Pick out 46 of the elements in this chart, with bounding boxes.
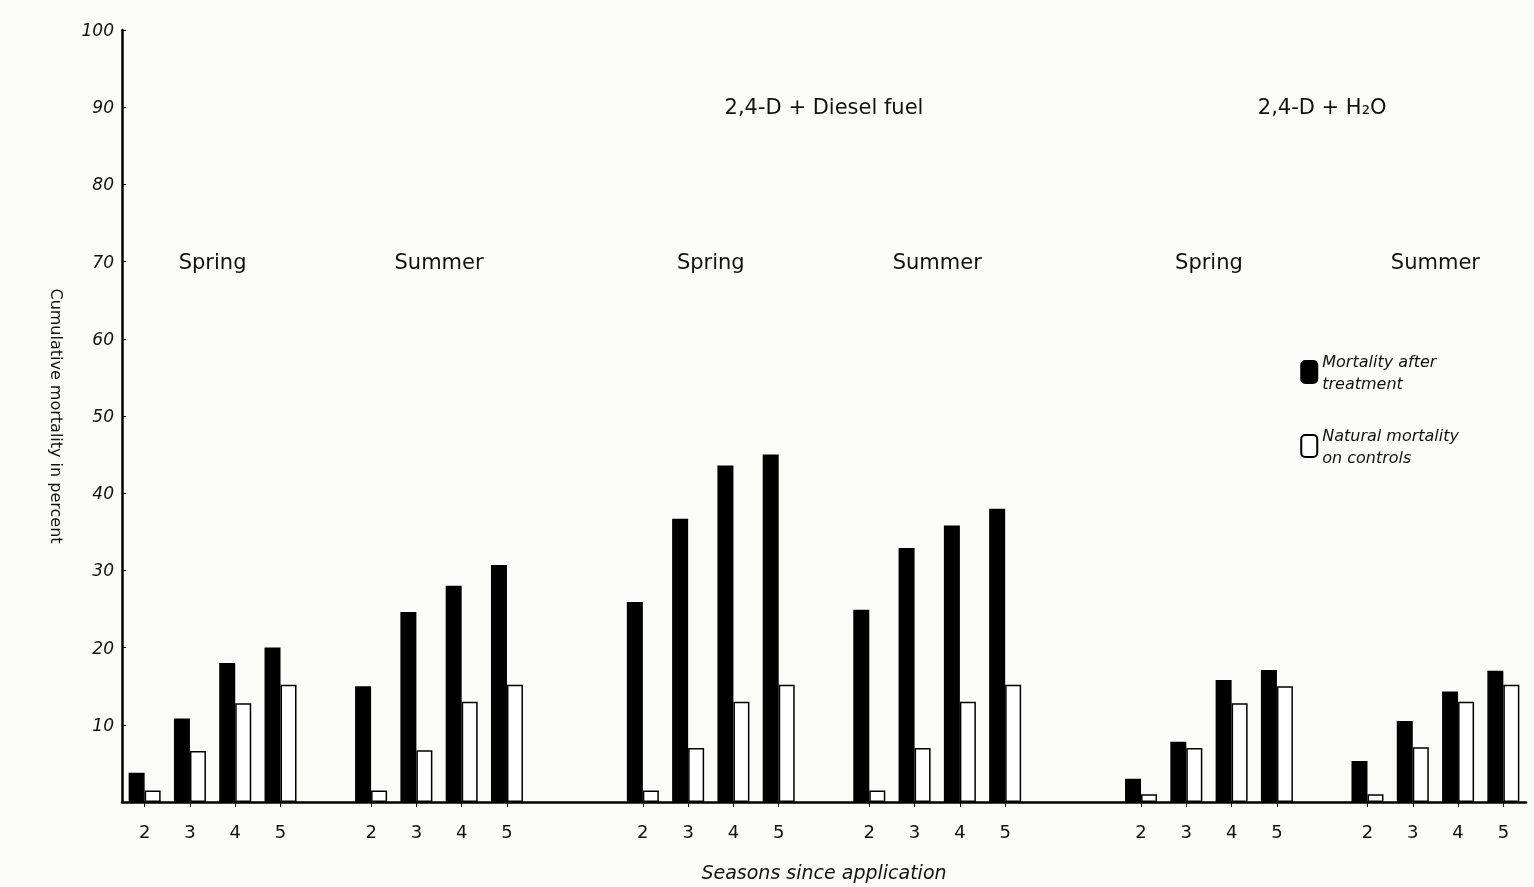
annotation: 2,4-D + Diesel fuel [724, 95, 924, 120]
x-tick-label: 3 [682, 820, 694, 842]
x-tick-label: 4 [727, 820, 740, 842]
x-tick-label: 3 [1407, 820, 1419, 842]
y-tick-label: 60 [92, 328, 114, 349]
annotation: Summer [394, 249, 484, 274]
annotation: Spring [676, 249, 745, 274]
x-tick-label: 5 [501, 820, 513, 842]
x-tick-label: 3 [184, 820, 196, 842]
x-axis-title: Seasons since application [701, 860, 947, 883]
annotation: Summer [1390, 249, 1481, 274]
x-tick-label: 2 [138, 820, 151, 842]
x-tick-label: 4 [455, 820, 468, 842]
x-tick-label: 5 [999, 820, 1011, 842]
x-tick-label: 5 [274, 820, 287, 842]
x-tick-label: 5 [772, 820, 785, 842]
y-tick-label: 100 [81, 20, 114, 40]
x-tick-label: 2 [863, 820, 876, 842]
annotation: Summer [892, 249, 983, 274]
y-tick-label: 20 [92, 637, 114, 658]
x-tick-label: 4 [1225, 820, 1238, 842]
y-axis-title: Cumulative mortality in percent [46, 288, 66, 544]
y-tick-label: 70 [92, 251, 114, 272]
y-tick-label: 50 [92, 406, 114, 426]
x-tick-label: 4 [954, 820, 966, 842]
y-tick-label: 40 [92, 483, 114, 504]
annotation: 2,4-D + H₂O [1257, 95, 1387, 120]
x-tick-label: 2 [637, 820, 649, 842]
x-tick-label: 3 [1180, 820, 1193, 842]
y-tick-label: 10 [92, 714, 114, 735]
x-tick-label: 5 [1271, 820, 1283, 842]
x-tick-label: 2 [1361, 820, 1374, 842]
legend-label: Natural mortality on controls [1322, 425, 1460, 467]
x-tick-label: 3 [410, 820, 423, 842]
x-tick-label: 2 [1135, 820, 1147, 842]
y-tick-label: 80 [92, 174, 114, 195]
x-tick-label: 4 [1452, 820, 1464, 842]
annotation: Spring [178, 249, 247, 274]
y-tick-label: 90 [92, 97, 114, 118]
x-tick-label: 4 [229, 820, 241, 842]
annotation: Spring [1175, 249, 1243, 274]
x-tick-label: 3 [908, 820, 921, 842]
x-tick-label: 2 [365, 820, 377, 842]
x-tick-label: 5 [1497, 820, 1510, 842]
legend-label: Mortality after treatment [1322, 351, 1438, 393]
y-tick-label: 30 [92, 560, 114, 581]
